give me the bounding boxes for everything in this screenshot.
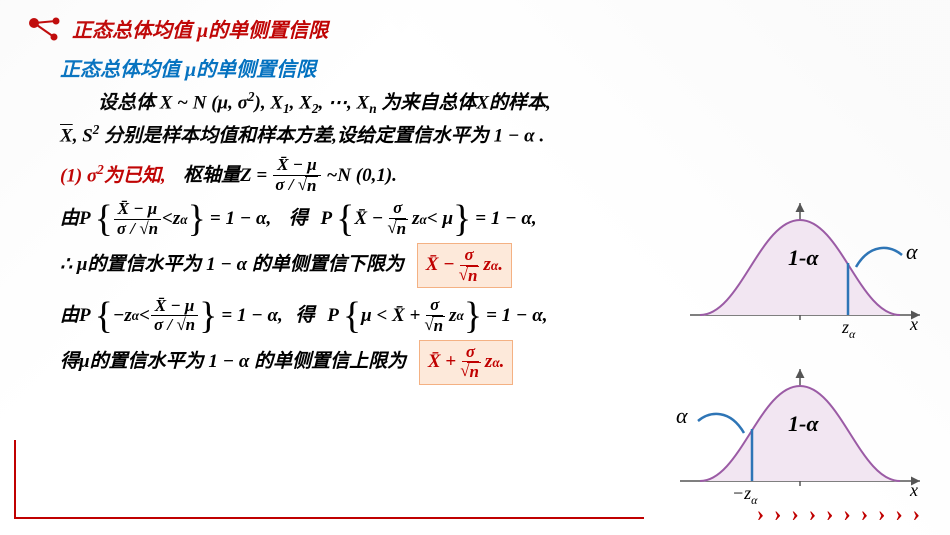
page-header: 正态总体均值 μ的单侧置信限 xyxy=(0,0,950,43)
brace-3: { −zα < X̄ − μ σ / √n } xyxy=(95,297,218,335)
by-p-2: 由P xyxy=(60,301,91,331)
brace-2: { X̄ − σ n zα < μ } xyxy=(336,199,471,238)
upper-text: 得μ的置信水平为 1 − α 的单侧置信上限为 xyxy=(60,347,406,377)
p2-b: 分别是样本均值和样本方差,设给定置信水平为 1 − α . xyxy=(99,126,544,147)
svg-text:1-α: 1-α xyxy=(788,245,819,270)
p1-e: 为来自总体X的样本, xyxy=(377,92,551,113)
lower-derive-line: 由P { X̄ − μ σ / √n < zα } = 1 − α, 得 P {… xyxy=(60,199,650,238)
sub-1: 1 xyxy=(283,101,290,116)
svg-text:1-α: 1-α xyxy=(788,411,819,436)
svg-text:x: x xyxy=(909,314,918,334)
pivot-b: ~N (0,1). xyxy=(326,161,396,191)
paragraph-2: X, S2 分别是样本均值和样本方差,设给定置信水平为 1 − α . xyxy=(60,119,930,152)
p2-a: , S xyxy=(73,126,93,147)
frac-pivot: X̄ − μ σ / n xyxy=(271,156,322,195)
by-p-1: 由P xyxy=(60,204,91,234)
brace-1: { X̄ − μ σ / √n < zα } xyxy=(95,200,206,238)
normal-curve-left: 1-α α x −zα xyxy=(670,361,930,506)
subtitle: 正态总体均值 μ的单侧置信限 xyxy=(0,43,950,82)
sub-n: n xyxy=(369,101,376,116)
p1-a: 设总体 X ~ N (μ, σ xyxy=(98,92,248,113)
bullet-icon xyxy=(26,15,62,43)
svg-text:zα: zα xyxy=(841,317,856,340)
lower-limit-box: X̄ − σ n zα. xyxy=(417,243,512,288)
figures-panel: 1-α α x zα 1-α α x −zα xyxy=(670,195,930,527)
sup-2: 2 xyxy=(248,89,255,104)
section-1-line: (1) σ2为已知, 枢轴量Z = X̄ − μ σ / n ~N (0,1). xyxy=(60,156,930,195)
xbar: X xyxy=(60,126,73,147)
p1-c: , X xyxy=(290,92,312,113)
pivot-a: 枢轴量Z = xyxy=(183,161,267,191)
decor-hline xyxy=(14,517,644,519)
header-title: 正态总体均值 μ的单侧置信限 xyxy=(72,14,328,43)
svg-text:−zα: −zα xyxy=(732,483,758,506)
figure-left-tail: 1-α α x −zα xyxy=(670,361,930,511)
therefore: ∴ μ的置信水平为 1 − α 的单侧置信下限为 xyxy=(60,250,404,280)
decor-vline xyxy=(14,440,16,518)
p1-b: ), X xyxy=(255,92,284,113)
paragraph-1: 设总体 X ~ N (μ, σ2), X1, X2, ⋯, Xn 为来自总体X的… xyxy=(60,86,930,119)
upper-limit-box: X̄ + σ n zα. xyxy=(419,340,514,385)
p1-d: , ⋯, X xyxy=(319,92,370,113)
svg-text:α: α xyxy=(676,403,688,428)
svg-text:x: x xyxy=(909,480,918,500)
decor-chevrons: ›››››››››› xyxy=(757,501,930,527)
lower-result-line: ∴ μ的置信水平为 1 − α 的单侧置信下限为 X̄ − σ n zα. xyxy=(60,243,650,288)
brace-4: { μ < X̄ + σ n zα } xyxy=(343,296,482,335)
svg-text:α: α xyxy=(906,239,918,264)
figure-right-tail: 1-α α x zα xyxy=(670,195,930,345)
upper-derive-line: 由P { −zα < X̄ − μ σ / √n } = 1 − α, 得 P … xyxy=(60,296,650,335)
upper-result-line: 得μ的置信水平为 1 − α 的单侧置信上限为 X̄ + σ n zα. xyxy=(60,340,650,385)
sub-2: 2 xyxy=(312,101,319,116)
normal-curve-right: 1-α α x zα xyxy=(670,195,930,340)
sec1-label: (1) σ2为已知, xyxy=(60,159,166,192)
